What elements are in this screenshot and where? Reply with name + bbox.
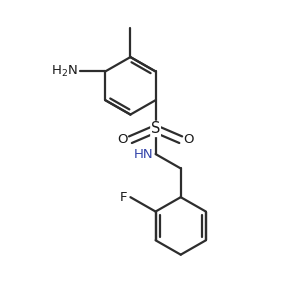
Text: O: O: [183, 133, 194, 146]
Text: O: O: [117, 133, 128, 146]
Text: F: F: [119, 191, 127, 204]
Text: S: S: [151, 121, 160, 136]
Text: H$_2$N: H$_2$N: [51, 64, 78, 79]
Text: HN: HN: [134, 147, 154, 160]
